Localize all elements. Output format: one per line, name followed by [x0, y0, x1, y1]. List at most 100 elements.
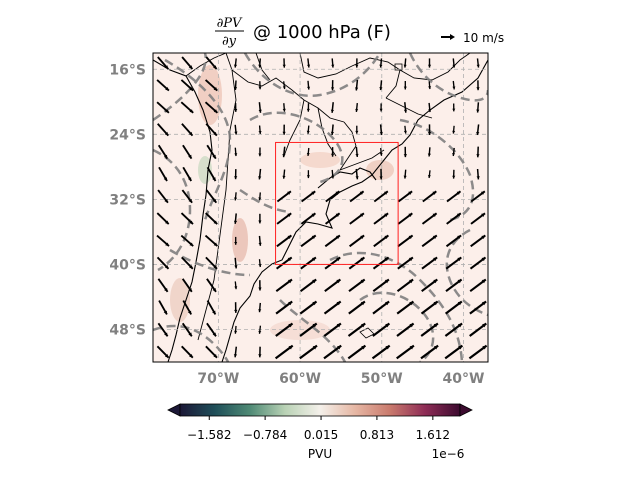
wind-arrowhead-120	[360, 235, 365, 239]
wind-arrowhead-97	[480, 191, 485, 195]
wind-arrowhead-174	[312, 323, 317, 328]
wind-arrowhead-141	[188, 288, 192, 292]
wind-arrowhead-53	[427, 132, 432, 135]
wind-arrowhead-149	[384, 279, 389, 284]
wind-arrowhead-46	[258, 131, 262, 134]
wind-arrowhead-98	[165, 220, 169, 225]
wind-arrowhead-8	[355, 64, 359, 68]
wind-arrowhead-77	[331, 175, 335, 179]
wind-arrowhead-49	[330, 131, 334, 135]
wind-arrowhead-143	[234, 286, 238, 290]
wind-arrowhead-68	[452, 153, 456, 156]
wind-arrowhead-47	[282, 131, 286, 135]
wind-arrowhead-186	[258, 354, 262, 358]
lon-label-2: 50°W	[361, 371, 403, 387]
wind-arrowhead-194	[458, 345, 463, 350]
country-borders	[185, 53, 471, 341]
wind-arrowhead-179	[433, 323, 438, 328]
wind-arrowhead-56	[163, 154, 168, 159]
wind-arrowhead-130	[258, 264, 262, 267]
wind-arrowhead-165	[433, 301, 438, 306]
wind-arrowhead-121	[384, 235, 389, 239]
wind-arrowhead-50	[355, 130, 359, 134]
wind-arrowhead-23	[379, 87, 383, 91]
wind-arrowhead-182	[164, 354, 169, 358]
wind-arrowhead-169	[188, 332, 192, 337]
wind-arrowhead-164	[409, 301, 414, 306]
title-numerator: ∂PV	[217, 16, 243, 31]
wind-arrowhead-180	[457, 323, 463, 328]
wind-arrowhead-21	[331, 87, 335, 91]
wind-arrowhead-132	[311, 257, 316, 262]
lat-label-1: 24°S	[109, 127, 146, 143]
wind-arrowhead-145	[287, 279, 292, 284]
wind-arrowhead-113	[189, 242, 194, 247]
wind-arrowhead-96	[456, 191, 461, 195]
wind-arrowhead-79	[379, 176, 383, 180]
wind-arrowhead-115	[234, 242, 238, 245]
wind-arrowhead-89	[287, 191, 291, 195]
wind-arrowhead-150	[409, 279, 414, 284]
wind-arrowhead-45	[234, 131, 238, 135]
colorbar-extend-left	[167, 403, 181, 417]
wind-arrowhead-193	[433, 345, 439, 350]
wind-arrowhead-110	[456, 213, 461, 217]
map-frame	[152, 52, 489, 363]
lon-label-0: 70°W	[197, 371, 239, 387]
wind-arrowhead-4	[258, 64, 262, 68]
wind-arrowhead-71	[188, 177, 192, 181]
wind-arrowhead-166	[457, 301, 462, 306]
wind-arrowhead-163	[385, 301, 390, 306]
colorbar-tick-label-0: −1.582	[187, 428, 231, 442]
region-box	[275, 141, 399, 265]
wind-arrowhead-6	[307, 64, 311, 68]
wind-arrowhead-181	[482, 323, 487, 328]
lat-label-3: 40°S	[109, 257, 146, 273]
wind-arrowhead-116	[258, 242, 262, 246]
wind-arrowhead-122	[408, 235, 413, 239]
wind-arrowhead-177	[385, 323, 390, 328]
wind-arrowhead-12	[452, 64, 456, 68]
wind-arrowhead-67	[427, 153, 431, 157]
wind-arrowhead-148	[360, 279, 365, 284]
wind-arrowhead-13	[476, 64, 480, 68]
gridlines	[153, 53, 488, 362]
wind-arrowhead-109	[432, 213, 437, 217]
wind-arrowhead-191	[385, 345, 390, 350]
wind-arrowhead-100	[213, 220, 218, 225]
wind-arrowhead-91	[335, 191, 340, 195]
wind-arrowhead-40	[452, 108, 456, 112]
wind-arrowhead-82	[452, 175, 456, 179]
wind-arrowhead-146	[312, 279, 317, 284]
wind-arrowhead-66	[403, 154, 407, 158]
wind-arrowhead-114	[213, 242, 218, 247]
title-denominator: ∂y	[222, 34, 237, 49]
wind-arrowhead-74	[258, 176, 262, 180]
quiver-key-arrowhead	[450, 34, 455, 40]
wind-arrowhead-52	[403, 130, 407, 134]
wind-arrowhead-65	[379, 152, 383, 156]
lon-label-3: 40°W	[443, 371, 485, 387]
wind-arrowhead-187	[288, 345, 293, 350]
wind-arrowhead-35	[330, 109, 334, 113]
wind-arrowhead-11	[428, 64, 432, 68]
wind-arrowhead-16	[213, 87, 218, 91]
wind-arrowhead-73	[234, 176, 238, 180]
wind-arrowhead-102	[258, 220, 262, 224]
wind-arrowhead-83	[476, 176, 480, 180]
wind-arrowhead-168	[164, 332, 168, 337]
wind-arrowhead-154	[163, 310, 167, 315]
wind-arrowhead-107	[384, 213, 389, 217]
colorbar-tick-label-3: 0.813	[360, 428, 394, 442]
coastline	[153, 59, 488, 362]
wind-arrowhead-189	[337, 345, 342, 350]
colorbar-extend-right	[459, 403, 473, 417]
wind-arrowhead-64	[355, 153, 359, 157]
wind-arrowhead-2	[213, 65, 217, 69]
wind-arrowhead-30	[213, 109, 218, 113]
wind-arrowhead-43	[188, 131, 193, 136]
wind-arrowhead-151	[433, 279, 438, 284]
wind-arrowhead-69	[476, 154, 480, 158]
wind-arrowhead-124	[457, 235, 462, 239]
wind-arrowhead-10	[403, 64, 407, 68]
